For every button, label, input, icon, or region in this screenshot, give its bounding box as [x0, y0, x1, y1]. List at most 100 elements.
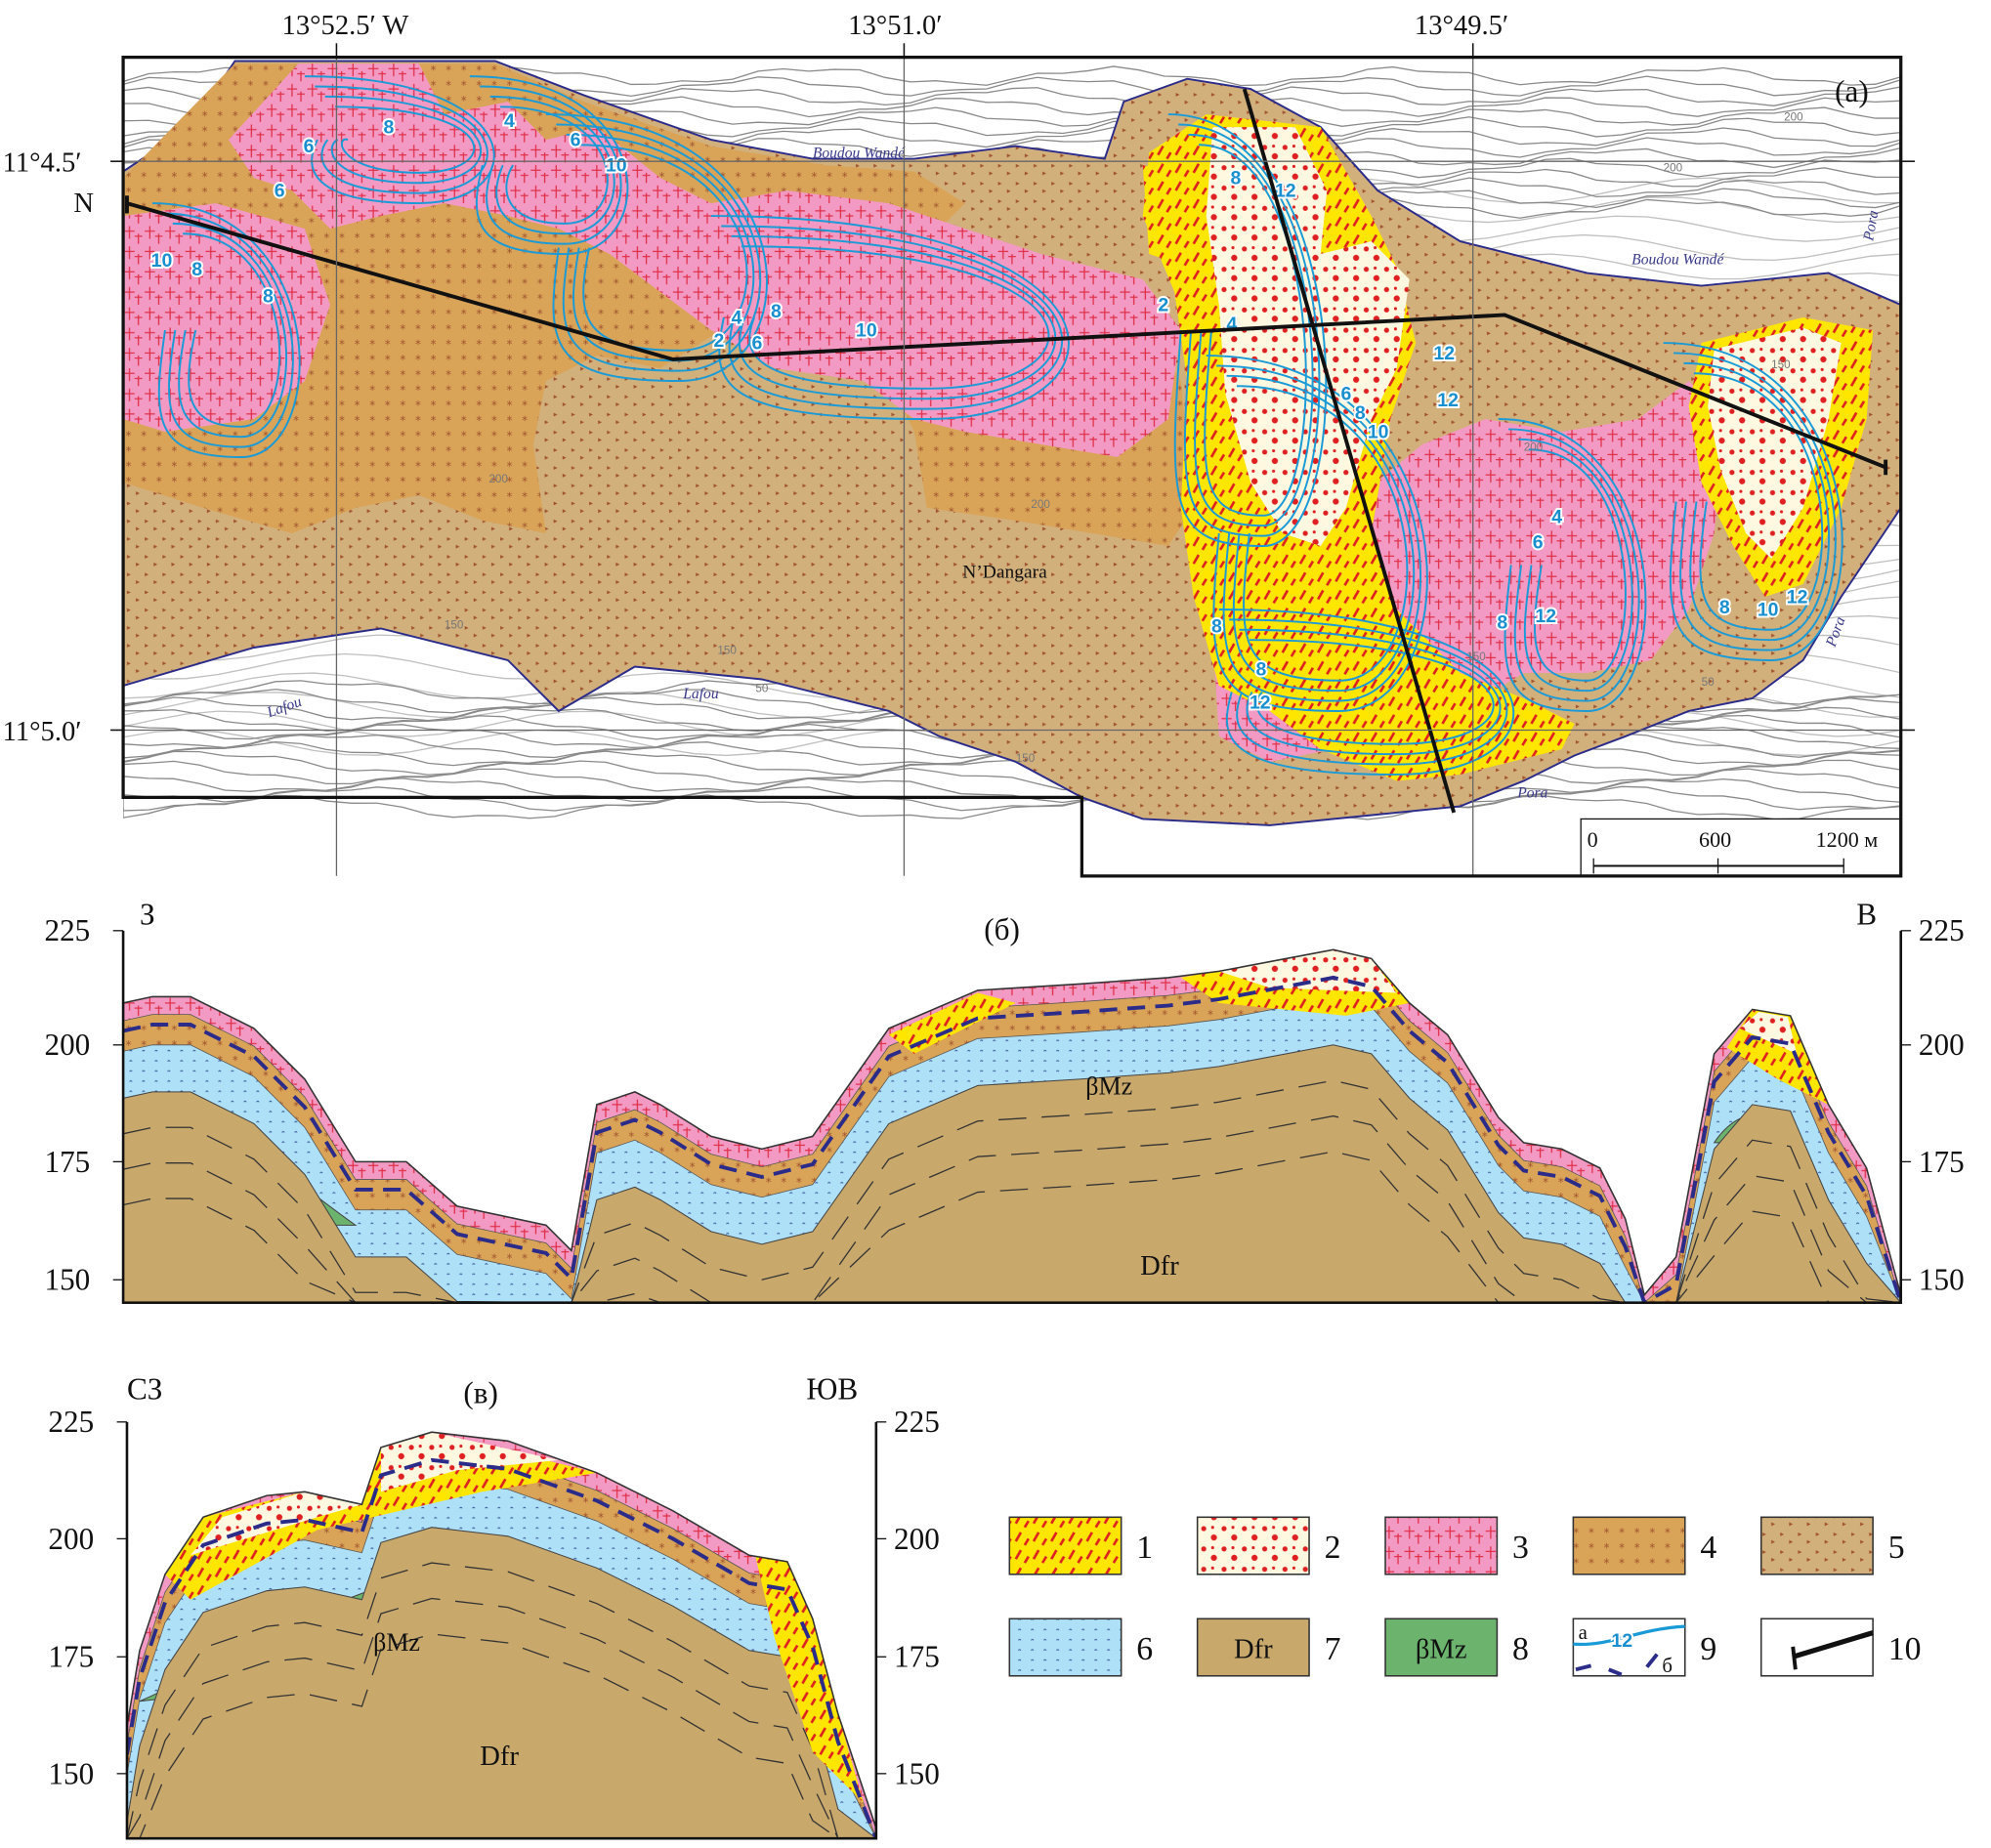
isoline-label: 10 — [856, 320, 877, 342]
y-tick-label: 200 — [44, 1028, 90, 1062]
isoline-label: 8 — [1255, 659, 1266, 681]
legend-number: 6 — [1136, 1631, 1153, 1667]
section-surface — [122, 948, 1902, 1297]
lat-label: 11°5.0′ — [3, 717, 82, 747]
y-tick-label: 200 — [48, 1522, 94, 1556]
y-tick-label: 225 — [48, 1405, 94, 1439]
lon-label: 13°49.5′ — [1415, 11, 1508, 41]
y-axis-ticks: 225 225 200 200 175 175 150 150 — [48, 1405, 939, 1790]
bedding-line — [123, 1079, 1901, 1303]
legend-swatch — [1196, 1617, 1310, 1677]
legend-number: 1 — [1136, 1530, 1153, 1566]
legend-swatch — [1384, 1617, 1499, 1677]
elevation-label: 200 — [1784, 111, 1803, 124]
section-surface — [126, 1431, 877, 1828]
legend-item-8: βMz 8 — [1384, 1617, 1529, 1677]
isoline-label: 8 — [191, 259, 202, 280]
elevation-label: 200 — [1031, 498, 1050, 511]
y-tick-label: 200 — [1919, 1028, 1965, 1062]
section-frame — [125, 1421, 878, 1840]
surface-deposit — [190, 1491, 362, 1556]
cross-section-b: 225 225 200 200 175 175 150 150 З В (б) βMz Dfr — [44, 897, 1965, 1304]
legend-number: 3 — [1512, 1530, 1529, 1566]
elevation-label: 200 — [1664, 162, 1683, 175]
unit-2-area — [1206, 127, 1410, 547]
scale-tick-label: 0 — [1588, 827, 1598, 852]
cross-section-v: 225 225 200 200 175 175 150 150 СЗ ЮВ (в) βMz D… — [48, 1371, 940, 1840]
legend-swatch — [1196, 1516, 1310, 1575]
isoline-label: 12 — [1433, 343, 1455, 364]
isoline-label: 6 — [1341, 384, 1352, 405]
y-tick-label: 175 — [894, 1640, 940, 1674]
legend-number: 7 — [1325, 1631, 1341, 1667]
legend-item-9: а 12 б 9 — [1572, 1617, 1716, 1677]
isoline-label: 4 — [504, 110, 515, 132]
isoline-label: 6 — [1533, 532, 1544, 554]
elevation-label: 200 — [1524, 441, 1544, 454]
isoline-label: 12 — [1787, 586, 1808, 608]
isoline-label: 6 — [751, 333, 762, 355]
place-pora: Pora — [1860, 209, 1882, 243]
isoline-label: 12 — [1437, 390, 1459, 411]
legend-swatch — [1008, 1516, 1123, 1575]
unit-label-basement: Dfr — [480, 1742, 519, 1772]
elevation-label: 150 — [1466, 651, 1486, 663]
scale-bar: 0 600 1200 м — [1580, 818, 1901, 876]
legend-9-sample: 12 — [1611, 1630, 1632, 1652]
elevation-label: 50 — [1702, 676, 1715, 689]
legend-swatch — [1572, 1516, 1686, 1575]
legend-number: 8 — [1512, 1631, 1529, 1667]
isoline-label: 12 — [1535, 606, 1556, 627]
legend-item-5: 5 — [1759, 1516, 1905, 1575]
legend-swatch — [1384, 1516, 1499, 1575]
direction-southeast: ЮВ — [806, 1371, 858, 1406]
legend-item-6: 6 — [1008, 1617, 1153, 1677]
y-axis-ticks: 225 225 200 200 175 175 150 150 — [44, 913, 1964, 1296]
elevation-label: 200 — [488, 473, 508, 485]
y-tick-label: 175 — [44, 1145, 90, 1179]
bedding-line — [126, 1633, 876, 1839]
lat-hemisphere: N — [73, 189, 94, 219]
panel-label-v: (в) — [463, 1375, 498, 1409]
unit-label-basalt: βMz — [373, 1628, 420, 1657]
isoline-label: 8 — [384, 117, 395, 139]
legend-item-1: 1 — [1008, 1516, 1153, 1575]
elevation-labels: 200 200 200 200 200 150 150 150 150 50 50 150 — [445, 111, 1803, 765]
legend-number: 10 — [1888, 1631, 1922, 1667]
place-boudou-wande: Boudou Wandé — [1631, 251, 1724, 268]
place-ndangara: N’Dangara — [962, 562, 1047, 582]
legend-number: 4 — [1700, 1530, 1716, 1566]
y-tick-label: 175 — [1919, 1145, 1965, 1179]
legend: 1 2 3 4 56 Dfr 7 βMz 8 а 12б 9 10 — [1008, 1516, 1922, 1677]
legend-9b: б — [1662, 1655, 1673, 1677]
bedding-line — [126, 1562, 876, 1839]
isoline-b-dashed — [123, 975, 1901, 1303]
y-tick-label: 150 — [1919, 1263, 1965, 1297]
map-frame — [121, 55, 1903, 878]
y-tick-label: 175 — [48, 1640, 94, 1674]
isoline-label: 12 — [1250, 692, 1271, 713]
isoline-label: 2 — [1158, 295, 1168, 316]
isoline-label: 10 — [606, 155, 627, 177]
legend-number: 2 — [1325, 1530, 1341, 1566]
isoline-label: 8 — [771, 301, 782, 322]
surface-deposit — [888, 992, 1016, 1054]
y-tick-label: 150 — [894, 1756, 940, 1790]
elevation-label: 50 — [755, 682, 769, 694]
bedding-line — [126, 1597, 876, 1839]
legend-number: 5 — [1888, 1530, 1905, 1566]
y-tick-label: 225 — [1919, 913, 1965, 947]
bedding-line — [123, 1114, 1901, 1303]
isoline-label: 4 — [1551, 507, 1562, 528]
legend-item-10: 10 — [1759, 1617, 1922, 1677]
legend-number: 9 — [1700, 1631, 1716, 1667]
isoline-label: 10 — [151, 250, 173, 272]
legend-swatch — [1008, 1617, 1123, 1677]
lat-label: 11°4.5′ — [3, 148, 82, 179]
elevation-label: 150 — [1016, 752, 1036, 765]
y-tick-label: 150 — [48, 1756, 94, 1790]
elevation-label: 150 — [717, 644, 737, 656]
legend-swatch — [1759, 1516, 1874, 1575]
